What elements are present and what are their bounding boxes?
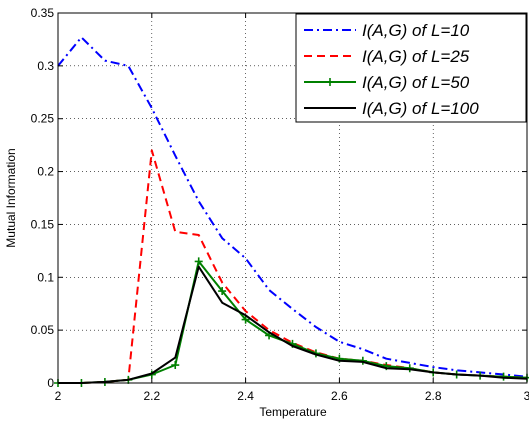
data-point-marker	[241, 315, 250, 324]
y-axis-label: Mutual Information	[4, 148, 18, 247]
legend-box	[295, 13, 527, 123]
y-tick-label: 0.15	[31, 217, 55, 231]
legend: I(A,G) of L=10 I(A,G) of L=25 I(A,G) of L=…	[295, 13, 527, 123]
y-tick-label: 0.25	[31, 112, 55, 126]
legend-label: I(A,G) of L=50	[362, 73, 470, 92]
x-tick-label: 2	[55, 389, 62, 403]
data-point-marker	[194, 257, 203, 266]
legend-label: I(A,G) of L=10	[362, 21, 470, 40]
series-layer	[54, 36, 529, 387]
x-tick-label: 2.6	[331, 389, 348, 403]
y-tick-label: 0	[47, 376, 54, 390]
x-tick-label: 2.4	[237, 389, 254, 403]
x-axis-label: Temperature	[259, 405, 327, 419]
legend-label: I(A,G) of L=25	[362, 47, 470, 66]
data-point-marker	[171, 361, 180, 370]
y-tick-label: 0.35	[31, 6, 55, 20]
x-tick-label: 3	[524, 389, 529, 403]
y-tick-label: 0.3	[37, 59, 54, 73]
x-tick-label: 2.2	[143, 389, 160, 403]
data-point-marker	[218, 287, 227, 296]
legend-label: I(A,G) of L=100	[362, 99, 479, 118]
y-tick-label: 0.05	[31, 323, 55, 337]
plot-frame	[57, 12, 528, 384]
legend-marker	[326, 78, 334, 86]
y-tick-label: 0.2	[37, 165, 54, 179]
y-tick-label: 0.1	[37, 270, 54, 284]
x-tick-label: 2.8	[425, 389, 442, 403]
series-line-4	[58, 265, 528, 384]
ticks: 2 2.2 2.4 2.6 2.8 3 0 0.05 0.1 0.15 0.2 0.25 0.3 0.35	[31, 6, 529, 403]
